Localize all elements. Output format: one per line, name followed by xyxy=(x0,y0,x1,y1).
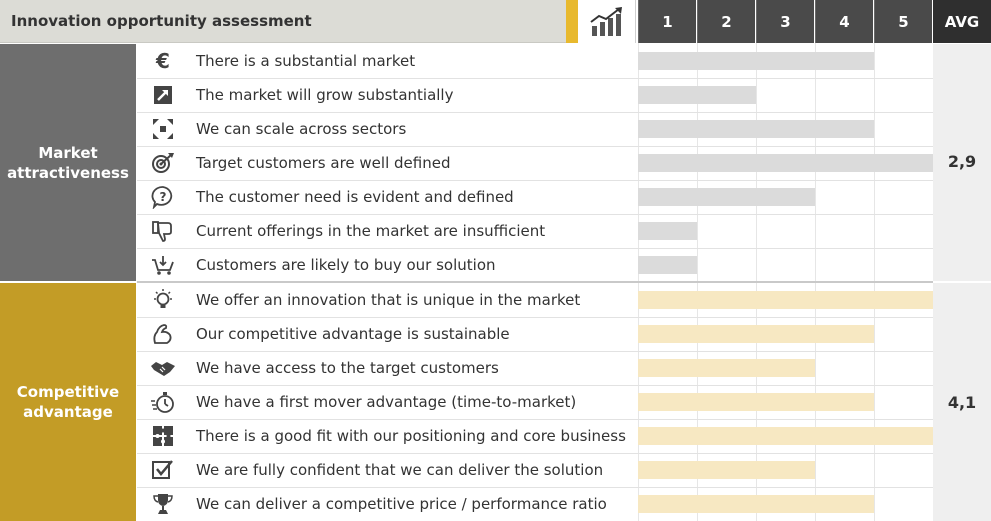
criterion-row: € There is a substantial market xyxy=(137,44,933,78)
criterion-row: Customers are likely to buy our solution xyxy=(137,248,933,282)
row-divider xyxy=(137,78,933,79)
category-market-attractiveness: Market attractiveness xyxy=(0,44,136,281)
chart-title: Innovation opportunity assessment xyxy=(0,0,566,43)
score-bar xyxy=(638,120,874,138)
criterion-label: Our competitive advantage is sustainable xyxy=(196,325,510,343)
criterion-label: We can scale across sectors xyxy=(196,120,407,138)
score-bar xyxy=(638,325,874,343)
scale-header-2: 2 xyxy=(697,0,755,43)
puzzle-icon xyxy=(137,419,189,453)
row-divider xyxy=(137,351,933,352)
score-bar xyxy=(638,154,933,172)
score-bar xyxy=(638,291,933,309)
growth-arrow-icon xyxy=(137,78,189,112)
avg-value-competitive: 4,1 xyxy=(947,393,977,412)
criterion-label: There is a substantial market xyxy=(196,52,416,70)
row-divider xyxy=(137,453,933,454)
trophy-icon xyxy=(137,487,189,521)
criterion-label: We have access to the target customers xyxy=(196,359,499,377)
row-divider xyxy=(137,487,933,488)
svg-text:?: ? xyxy=(160,190,167,204)
shopping-cart-icon xyxy=(137,248,189,282)
criterion-row: Our competitive advantage is sustainable xyxy=(137,317,933,351)
criterion-row: We have a first mover advantage (time-to… xyxy=(137,385,933,419)
criterion-row: We offer an innovation that is unique in… xyxy=(137,283,933,317)
row-divider xyxy=(137,214,933,215)
row-divider xyxy=(137,385,933,386)
target-icon xyxy=(137,146,189,180)
avg-value-market: 2,9 xyxy=(947,152,977,171)
row-divider xyxy=(137,180,933,181)
criterion-label: We have a first mover advantage (time-to… xyxy=(196,393,577,411)
criterion-label: The customer need is evident and defined xyxy=(196,188,514,206)
criterion-row: Target customers are well defined xyxy=(137,146,933,180)
criterion-label: We can deliver a competitive price / per… xyxy=(196,495,607,513)
expand-icon xyxy=(137,112,189,146)
scale-header-5: 5 xyxy=(874,0,932,43)
score-bar xyxy=(638,461,815,479)
criterion-label: Current offerings in the market are insu… xyxy=(196,222,546,240)
score-bar xyxy=(638,256,697,274)
handshake-icon xyxy=(137,351,189,385)
criterion-row: Current offerings in the market are insu… xyxy=(137,214,933,248)
criterion-row: There is a good fit with our positioning… xyxy=(137,419,933,453)
criterion-label: Target customers are well defined xyxy=(196,154,451,172)
score-bar xyxy=(638,188,815,206)
criterion-label: We offer an innovation that is unique in… xyxy=(196,291,581,309)
criterion-row: The market will grow substantially xyxy=(137,78,933,112)
criterion-row: We are fully confident that we can deliv… xyxy=(137,453,933,487)
criterion-row: We have access to the target customers xyxy=(137,351,933,385)
scale-header-4: 4 xyxy=(815,0,873,43)
score-bar xyxy=(638,495,874,513)
row-divider xyxy=(137,146,933,147)
scale-header-3: 3 xyxy=(756,0,814,43)
lightbulb-icon xyxy=(137,283,189,317)
avg-column-competitive xyxy=(933,283,991,521)
svg-text:€: € xyxy=(155,50,170,72)
criterion-label: The market will grow substantially xyxy=(196,86,454,104)
score-bar xyxy=(638,359,815,377)
growth-chart-icon xyxy=(578,0,636,43)
score-bar xyxy=(638,222,697,240)
criterion-row: We can scale across sectors xyxy=(137,112,933,146)
criterion-label: We are fully confident that we can deliv… xyxy=(196,461,604,479)
muscle-icon xyxy=(137,317,189,351)
criterion-label: There is a good fit with our positioning… xyxy=(196,427,626,445)
thumbs-down-icon xyxy=(137,214,189,248)
row-divider xyxy=(137,248,933,249)
criterion-row: ? The customer need is evident and define… xyxy=(137,180,933,214)
group-separator xyxy=(137,281,933,283)
score-bar xyxy=(638,86,756,104)
avg-header: AVG xyxy=(933,0,991,43)
question-bubble-icon: ? xyxy=(137,180,189,214)
row-divider xyxy=(137,112,933,113)
criterion-row: We can deliver a competitive price / per… xyxy=(137,487,933,521)
stopwatch-icon xyxy=(137,385,189,419)
score-bar xyxy=(638,427,933,445)
score-bar xyxy=(638,393,874,411)
header-accent-bar xyxy=(566,0,578,43)
euro-icon: € xyxy=(137,44,189,78)
checkbox-icon xyxy=(137,453,189,487)
row-divider xyxy=(137,419,933,420)
criterion-label: Customers are likely to buy our solution xyxy=(196,256,496,274)
row-divider xyxy=(137,317,933,318)
score-bar xyxy=(638,52,874,70)
scale-header-1: 1 xyxy=(638,0,696,43)
avg-column-market xyxy=(933,44,991,281)
category-competitive-advantage: Competitive advantage xyxy=(0,283,136,521)
